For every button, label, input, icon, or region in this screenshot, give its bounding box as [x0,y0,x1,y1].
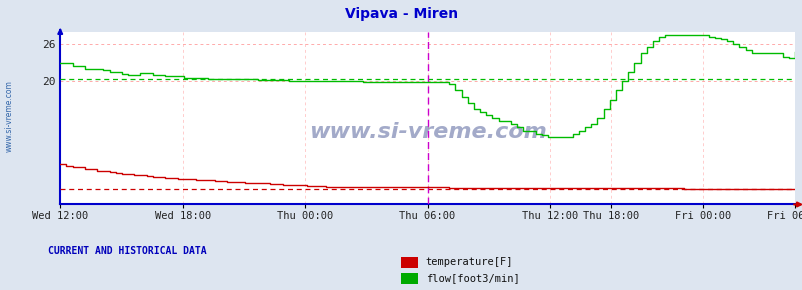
Text: www.si-vreme.com: www.si-vreme.com [308,122,546,142]
Text: CURRENT AND HISTORICAL DATA: CURRENT AND HISTORICAL DATA [48,246,207,256]
Text: Vipava - Miren: Vipava - Miren [345,7,457,21]
Text: temperature[F]: temperature[F] [425,258,512,267]
Text: flow[foot3/min]: flow[foot3/min] [425,273,519,283]
Text: www.si-vreme.com: www.si-vreme.com [5,80,14,152]
